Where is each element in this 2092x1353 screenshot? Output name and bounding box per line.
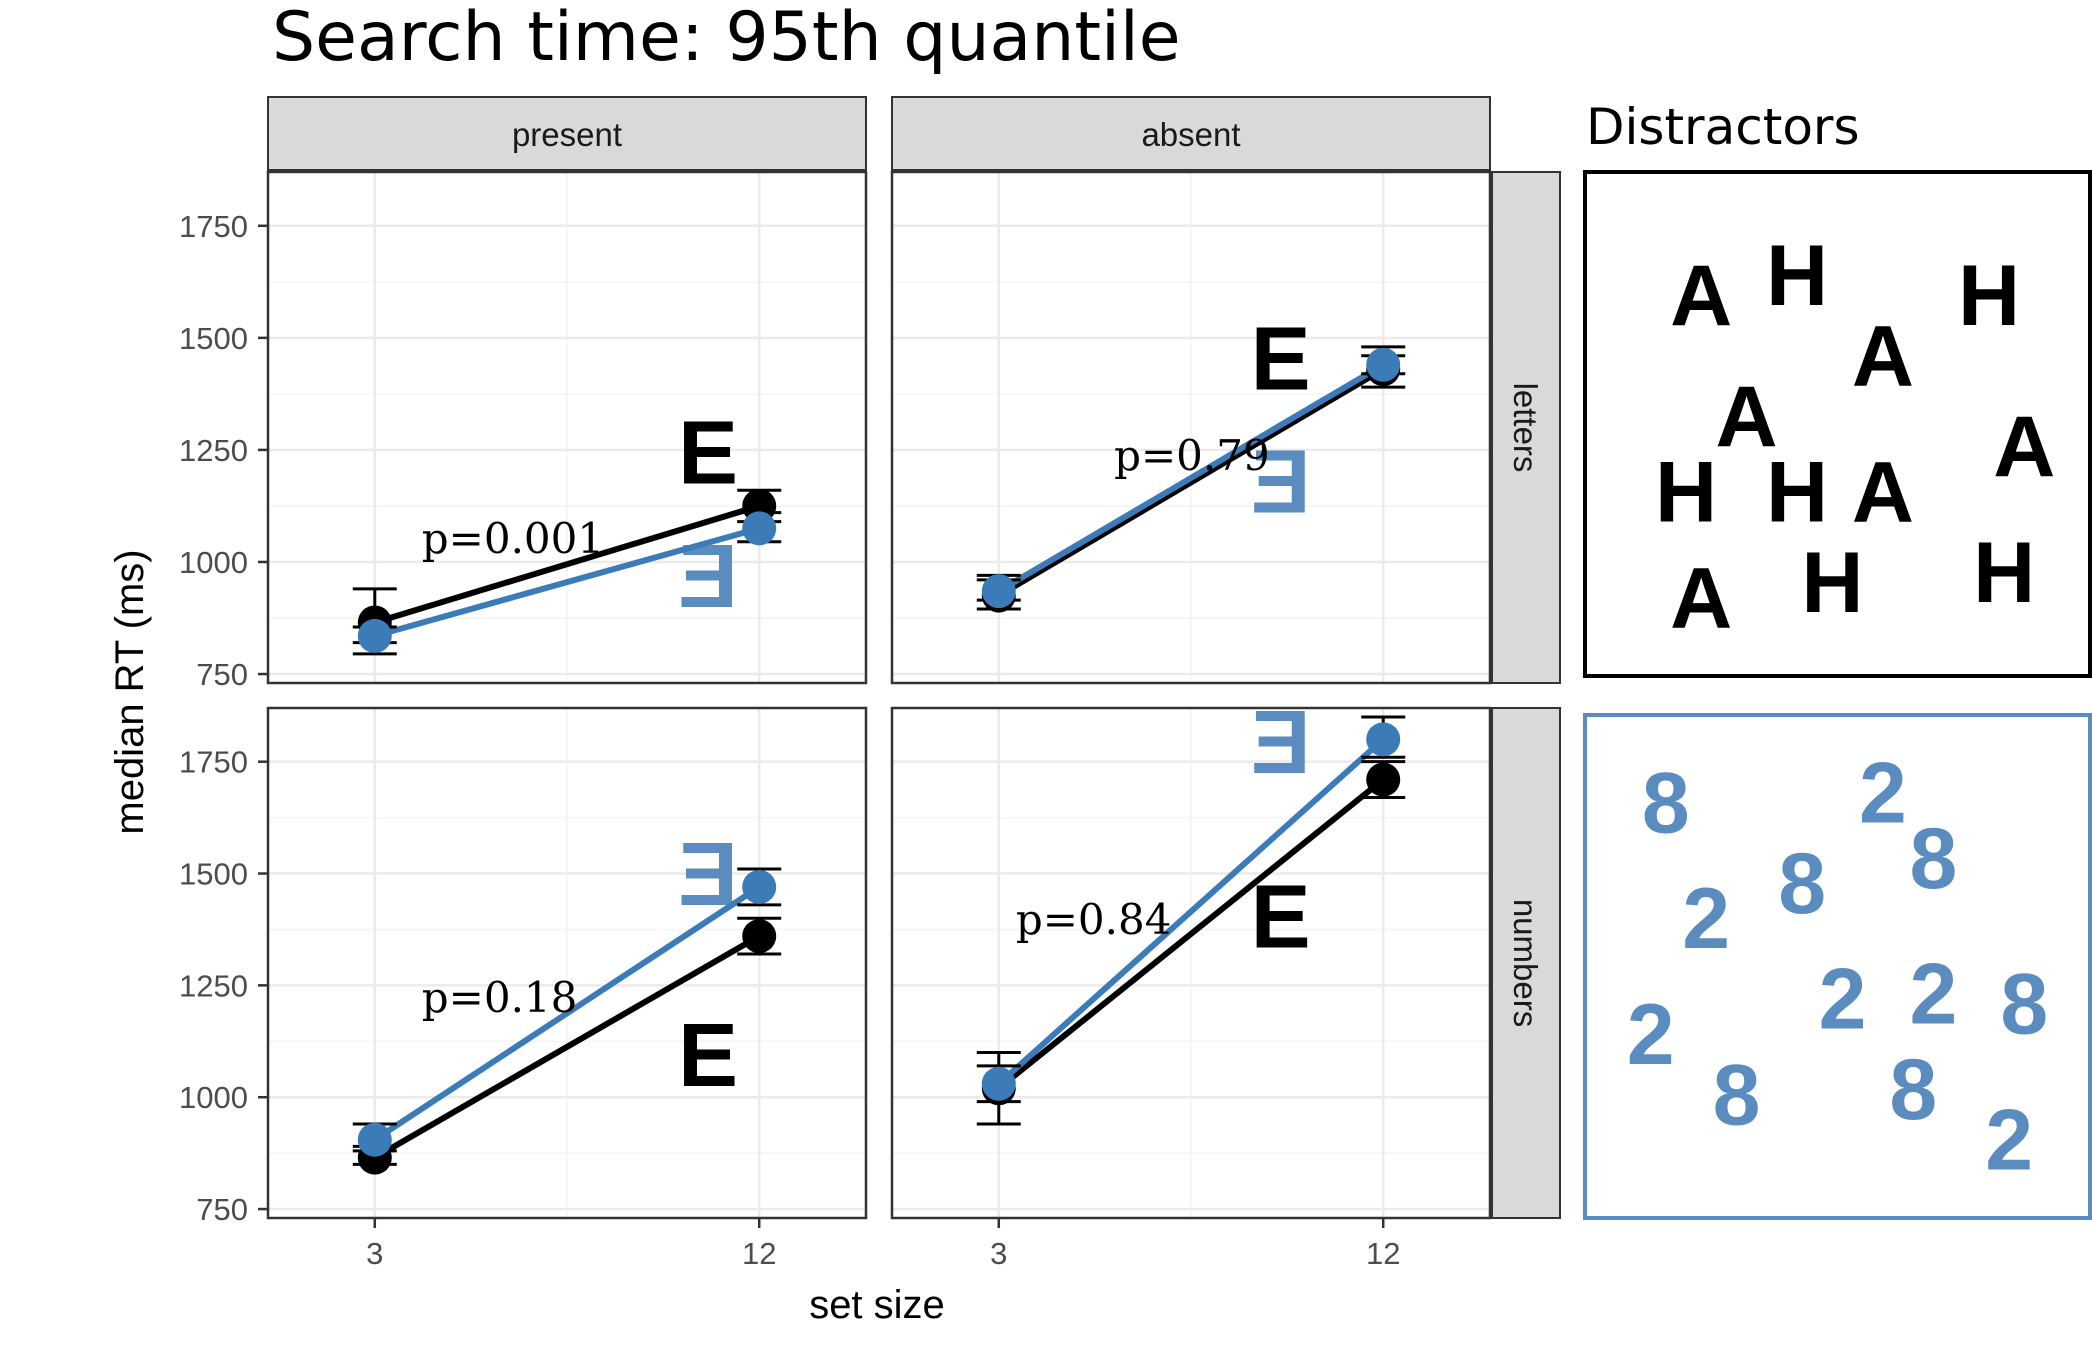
- distractor-glyph: 8: [1713, 1047, 1761, 1143]
- y-tick-label: 1500: [179, 857, 248, 892]
- distractor-glyph: A: [1716, 369, 1778, 465]
- data-point-blue: [1366, 347, 1401, 382]
- y-tick-label: 1250: [179, 433, 248, 468]
- distractor-glyph: 2: [1859, 745, 1907, 841]
- distractor-glyph: 8: [1889, 1042, 1937, 1138]
- target-glyph-black: E: [678, 1006, 738, 1106]
- x-tick-label: 3: [366, 1236, 383, 1271]
- target-glyph-blue-mirrored: E: [1251, 433, 1311, 533]
- panel-border: [266, 170, 868, 685]
- series-line-blue: [997, 362, 1385, 594]
- data-point-blue: [1366, 722, 1401, 757]
- distractor-border: [1583, 713, 2092, 1220]
- p-value-label: p=0.79: [1114, 431, 1270, 480]
- data-point-blue: [981, 1066, 1016, 1101]
- distractor-glyph: A: [1993, 399, 2055, 495]
- distractor-glyph: 8: [1910, 811, 1958, 907]
- y-tick-label: 1000: [179, 545, 248, 580]
- distractor-glyph: 8: [1778, 836, 1826, 932]
- y-axis-label: median RT (ms): [108, 549, 152, 834]
- data-point-black: [1366, 762, 1401, 797]
- y-tick-label: 1750: [179, 745, 248, 780]
- data-point-black: [742, 919, 777, 954]
- strip-letters: [1491, 171, 1561, 684]
- target-glyph-black: E: [678, 404, 738, 504]
- series-line-blue: [996, 737, 1386, 1087]
- y-tick-label: 750: [196, 1192, 248, 1227]
- distractor-glyph: H: [1973, 525, 2035, 621]
- y-tick-label: 750: [196, 657, 248, 692]
- x-axis-label: set size: [809, 1283, 945, 1327]
- distractor-glyph: H: [1766, 228, 1828, 324]
- p-value-label: p=0.84: [1016, 895, 1172, 944]
- p-value-label: p=0.18: [422, 973, 578, 1022]
- target-glyph-blue-mirrored: E: [1251, 693, 1311, 793]
- panel-absent-numbers: EEp=0.84 3 12: [890, 693, 1492, 1271]
- data-point-blue: [357, 1122, 392, 1157]
- x-tick-label: 12: [1366, 1236, 1400, 1271]
- panel-border: [890, 706, 1492, 1220]
- distractor-box-letters: A H HAA AH H AA H H: [1583, 170, 2092, 678]
- panel-border: [890, 170, 1492, 685]
- distractors-title: Distractors: [1586, 98, 1860, 156]
- y-tick-label: 1000: [179, 1080, 248, 1115]
- panels-group: present absentlettersnumbersEEp=0.0017501…: [179, 96, 1561, 1271]
- strip-label-present: present: [512, 116, 622, 153]
- target-glyph-black: E: [1251, 867, 1311, 967]
- series-line-blue: [373, 884, 761, 1143]
- strip-label-letters: letters: [1507, 383, 1544, 473]
- strip-label-absent: absent: [1141, 116, 1240, 153]
- distractor-glyph: A: [1670, 550, 1732, 646]
- y-tick-label: 1500: [179, 321, 248, 356]
- series-line-black: [373, 933, 761, 1161]
- panel-absent-letters: EEp=0.79: [890, 170, 1492, 685]
- chart-title: Search time: 95th quantile: [272, 0, 1181, 77]
- p-value-label: p=0.001: [422, 514, 604, 563]
- series-line-blue: [373, 525, 761, 639]
- data-point-blue: [742, 869, 777, 904]
- target-glyph-black: E: [1251, 309, 1311, 409]
- distractor-glyph: H: [1958, 248, 2020, 344]
- series-line-black: [997, 366, 1385, 599]
- series-line-black: [996, 777, 1386, 1091]
- strip-label-numbers: numbers: [1507, 899, 1544, 1027]
- panel-border: [266, 706, 868, 1220]
- series-line-black: [373, 503, 761, 626]
- distractor-glyph: A: [1670, 248, 1732, 344]
- y-tick-label: 1750: [179, 209, 248, 244]
- distractor-glyph: 2: [1682, 871, 1730, 967]
- distractor-glyph: A: [1852, 308, 1914, 404]
- distractor-glyph: 2: [1985, 1093, 2033, 1189]
- x-tick-label: 3: [990, 1236, 1007, 1271]
- strip-present: [267, 96, 867, 171]
- data-point-blue: [742, 511, 777, 546]
- y-tick-label: 1250: [179, 968, 248, 1003]
- distractor-glyph: 2: [1819, 952, 1867, 1048]
- data-point-blue: [357, 618, 392, 653]
- distractor-border: [1583, 170, 2092, 678]
- distractor-glyph: A: [1852, 445, 1914, 541]
- strip-numbers: [1491, 707, 1561, 1219]
- distractor-glyph: H: [1801, 535, 1863, 631]
- x-tick-label: 12: [742, 1236, 776, 1271]
- distractor-glyph: H: [1766, 445, 1828, 541]
- distractor-glyph: 2: [1910, 947, 1958, 1043]
- distractor-glyph: H: [1655, 445, 1717, 541]
- distractor-glyph: 8: [2000, 957, 2048, 1053]
- strip-absent: [891, 96, 1491, 171]
- data-point-blue: [981, 574, 1016, 609]
- distractor-glyph: 8: [1642, 756, 1690, 852]
- distractor-glyph: 2: [1627, 987, 1675, 1083]
